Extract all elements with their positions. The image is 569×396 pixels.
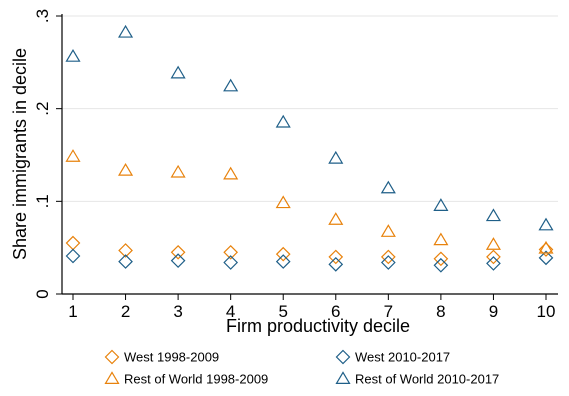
- data-point-diamond: [170, 244, 186, 260]
- y-tick-label: .1: [33, 194, 52, 208]
- x-tick-label: 1: [68, 302, 77, 321]
- x-tick-label: 2: [121, 302, 130, 321]
- x-tick-label: 3: [173, 302, 182, 321]
- data-point-diamond: [328, 249, 344, 265]
- data-point-diamond: [223, 244, 239, 260]
- data-point-triangle: [538, 240, 554, 254]
- data-point-triangle: [170, 164, 186, 178]
- ticks: 0 .1 .2 .3 1 2 3 4 5 6 7 8 9 10: [33, 9, 555, 321]
- legend-label: West 2010-2017: [355, 350, 450, 365]
- data-point-triangle: [118, 162, 134, 176]
- x-tick-label: 5: [278, 302, 287, 321]
- data-point-triangle: [275, 114, 291, 128]
- y-tick-label: .3: [33, 9, 52, 23]
- data-point-diamond: [328, 256, 344, 272]
- grid-lines: [62, 15, 558, 202]
- x-tick-label: 6: [331, 302, 340, 321]
- data-point-triangle: [170, 65, 186, 79]
- legend-label: Rest of World 2010-2017: [355, 372, 499, 387]
- legend-label: Rest of World 1998-2009: [124, 372, 268, 387]
- data-point-diamond: [170, 253, 186, 268]
- data-point-diamond: [275, 254, 291, 269]
- data-point-diamond: [486, 249, 501, 265]
- legend: West 1998-2009 West 2010-2017 Rest of Worl…: [104, 349, 499, 387]
- legend-marker: [104, 371, 120, 384]
- y-tick-label: 0: [33, 289, 52, 298]
- data-point-diamond: [118, 254, 133, 269]
- data-point-diamond: [65, 235, 81, 251]
- data-point-diamond: [538, 250, 554, 266]
- data-point-triangle: [65, 48, 81, 62]
- legend-marker: [335, 349, 351, 365]
- x-tick-label: 8: [436, 302, 445, 321]
- legend-marker: [335, 371, 351, 384]
- legend-marker: [104, 349, 120, 365]
- data-point-triangle: [328, 212, 344, 225]
- data-point-diamond: [65, 248, 81, 264]
- data-point-diamond: [486, 256, 501, 271]
- axes: [61, 14, 558, 295]
- legend-label: West 1998-2009: [124, 350, 219, 365]
- data-point-triangle: [223, 166, 239, 180]
- data-point-triangle: [433, 232, 449, 246]
- data-point-diamond: [380, 249, 396, 265]
- x-axis-title: Firm productivity decile: [226, 316, 410, 336]
- data-point-triangle: [275, 195, 291, 209]
- x-tick-label: 10: [537, 302, 556, 321]
- x-tick-label: 4: [226, 302, 235, 321]
- x-tick-label: 7: [384, 302, 393, 321]
- data-point-triangle: [433, 198, 449, 211]
- data-point-diamond: [223, 255, 239, 270]
- data-point-triangle: [380, 180, 396, 194]
- data-points: [65, 24, 554, 273]
- data-point-diamond: [380, 255, 396, 270]
- data-point-diamond: [118, 243, 133, 258]
- data-point-triangle: [380, 224, 396, 237]
- data-point-triangle: [485, 237, 501, 250]
- data-point-diamond: [275, 246, 291, 262]
- data-point-triangle: [485, 208, 501, 222]
- x-tick-label: 9: [489, 302, 498, 321]
- data-point-triangle: [538, 217, 554, 231]
- data-point-diamond: [433, 257, 449, 273]
- data-point-diamond: [433, 251, 449, 267]
- data-point-triangle: [328, 150, 344, 164]
- data-point-triangle: [223, 78, 239, 92]
- y-tick-label: .2: [33, 102, 52, 116]
- data-point-diamond: [538, 242, 554, 257]
- data-point-triangle: [118, 24, 134, 38]
- data-point-triangle: [65, 149, 81, 162]
- y-axis-title: Share immigrants in decile: [10, 48, 30, 260]
